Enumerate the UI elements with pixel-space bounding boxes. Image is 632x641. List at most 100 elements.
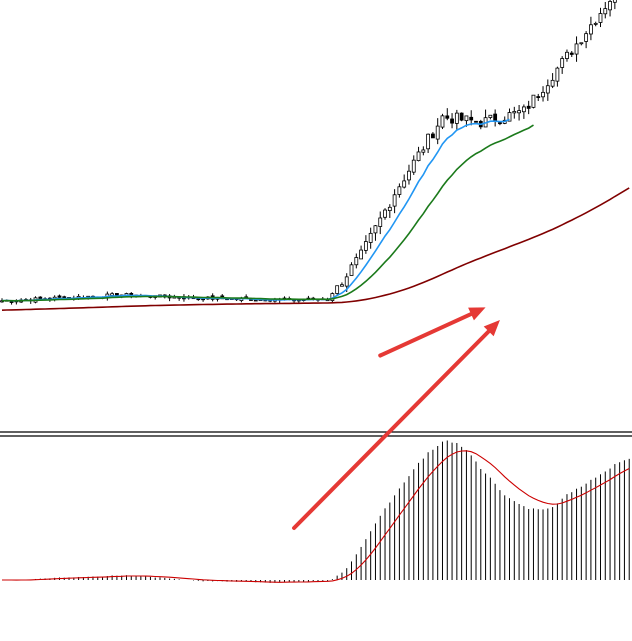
candle	[9, 301, 14, 305]
arrow-shaft	[292, 329, 491, 530]
candle-body	[498, 122, 502, 125]
candle-body	[359, 249, 363, 260]
candle	[469, 110, 474, 126]
candle-body	[521, 106, 526, 113]
candle	[402, 174, 407, 189]
candle	[589, 16, 593, 41]
candle-body	[387, 206, 392, 212]
candle	[416, 146, 421, 162]
arrow-head	[468, 307, 486, 321]
candle	[397, 183, 402, 198]
candle-body	[565, 51, 569, 59]
candle-body	[440, 115, 445, 128]
arrow-head	[483, 320, 500, 337]
candle-body	[612, 0, 617, 3]
candle	[612, 0, 617, 10]
candle-body	[445, 115, 450, 119]
candle	[541, 86, 545, 102]
candle	[359, 245, 363, 260]
candle-body	[574, 43, 579, 55]
candle	[392, 189, 397, 214]
candle	[378, 211, 383, 235]
candle	[363, 235, 368, 254]
candle-body	[517, 110, 521, 114]
price-trend-arrow	[378, 307, 486, 358]
candle-body	[608, 1, 612, 11]
candle-body	[474, 120, 478, 123]
signal-line	[2, 450, 630, 583]
candle-body	[512, 111, 517, 114]
candle	[431, 132, 435, 139]
candle	[521, 104, 526, 119]
trend-arrows	[292, 307, 500, 530]
candle-body	[526, 105, 531, 109]
candle	[426, 133, 431, 154]
candle-body	[368, 232, 373, 243]
candle	[474, 120, 478, 123]
candle-body	[569, 52, 574, 55]
candle	[598, 7, 603, 28]
candle-body	[555, 67, 560, 82]
candle-body	[416, 151, 421, 162]
candle	[569, 51, 574, 57]
candle-body	[421, 149, 426, 153]
candle	[483, 109, 488, 128]
candle-body	[435, 125, 440, 140]
candle-body	[493, 113, 498, 122]
candle-body	[459, 112, 464, 121]
candle-body	[38, 296, 43, 299]
candle-body	[383, 209, 387, 218]
candle	[579, 42, 584, 46]
candle-body	[488, 114, 493, 118]
candle	[536, 93, 541, 102]
candle	[493, 109, 498, 127]
candle	[574, 36, 579, 62]
candle-body	[531, 94, 536, 108]
candle-body	[454, 112, 459, 124]
candle	[608, 0, 612, 17]
candle-body	[545, 85, 550, 94]
candle-body	[464, 115, 469, 122]
candle	[531, 94, 536, 109]
indicator-panel	[1, 440, 630, 583]
candle-body	[593, 22, 598, 25]
panel-separator	[0, 431, 632, 437]
candle	[593, 21, 598, 27]
candle	[349, 262, 354, 276]
candle-body	[196, 298, 201, 301]
candle	[526, 100, 531, 115]
candle-body	[541, 91, 545, 98]
candle	[407, 164, 411, 185]
candle-body	[507, 112, 512, 122]
candle-body	[335, 285, 340, 294]
candle	[459, 112, 464, 122]
candle	[488, 114, 493, 120]
moving-average-8	[1, 118, 510, 302]
candle	[445, 108, 450, 121]
candle	[167, 294, 172, 302]
candle-body	[450, 118, 454, 124]
candle-body	[373, 225, 378, 234]
candle	[454, 109, 459, 131]
candle-body	[603, 8, 608, 15]
candle	[421, 146, 426, 156]
indicator-trend-arrow	[292, 320, 500, 530]
candle	[555, 66, 560, 87]
candle-body	[536, 96, 541, 98]
candle	[507, 108, 512, 122]
candle	[440, 113, 445, 130]
candle	[584, 31, 589, 49]
candle	[435, 118, 440, 145]
candle-body	[426, 133, 431, 150]
candle	[450, 113, 454, 129]
candle	[411, 155, 416, 175]
candle	[354, 253, 359, 269]
candle	[383, 208, 387, 220]
candle	[340, 282, 344, 287]
candle	[512, 106, 517, 119]
candle-body	[57, 295, 62, 298]
candle-body	[378, 217, 383, 227]
moving-average-21	[2, 124, 534, 302]
candle	[565, 49, 569, 62]
